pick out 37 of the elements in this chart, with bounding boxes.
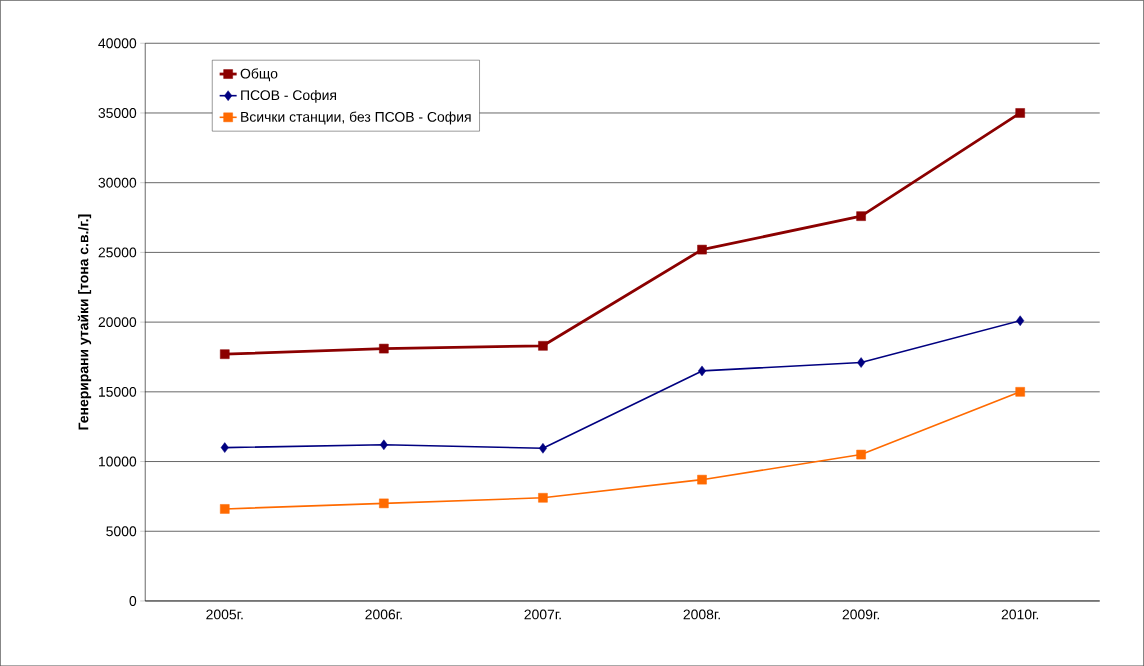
x-tick-label: 2007г. — [524, 609, 561, 620]
point — [538, 492, 548, 503]
point — [538, 442, 547, 454]
legend-label: ПСОВ - София — [241, 89, 337, 103]
point — [220, 349, 230, 359]
y-tick-label: 30000 — [98, 177, 137, 188]
point — [1015, 386, 1025, 397]
point — [1016, 315, 1025, 326]
y-tick-label: 20000 — [98, 317, 137, 327]
point — [856, 211, 866, 221]
point — [857, 357, 866, 368]
y-tick-label: 15000 — [99, 386, 137, 397]
point — [379, 498, 389, 509]
y-tick-label: 40000 — [98, 38, 137, 49]
point — [379, 439, 388, 450]
point — [697, 474, 707, 485]
x-tick-label: 2006г. — [365, 609, 402, 620]
y-tick-label: 0 — [129, 595, 137, 606]
point — [220, 442, 229, 453]
x-tick-label: 2010г. — [1001, 609, 1039, 620]
y-tick-label: 5000 — [106, 526, 137, 537]
point — [697, 244, 707, 255]
point — [1015, 108, 1025, 118]
point — [538, 340, 548, 351]
y-tick-label: 25000 — [98, 247, 137, 258]
x-tick-label: 2009г. — [842, 609, 879, 620]
point — [220, 504, 230, 514]
point — [379, 343, 389, 354]
legend-label: Общо — [240, 68, 278, 82]
y-tick-label: 35000 — [98, 107, 137, 118]
point — [698, 365, 707, 377]
y-axis-title: Генерирани утайки [тона с.в./г.] — [77, 214, 92, 430]
y-tick-label: 10000 — [99, 456, 137, 467]
x-tick-label: 2008г. — [683, 609, 720, 620]
x-tick-label: 2005г. — [206, 609, 243, 620]
legend-label: Всички станции, без ПСОВ - София — [241, 111, 471, 125]
point — [856, 449, 866, 460]
